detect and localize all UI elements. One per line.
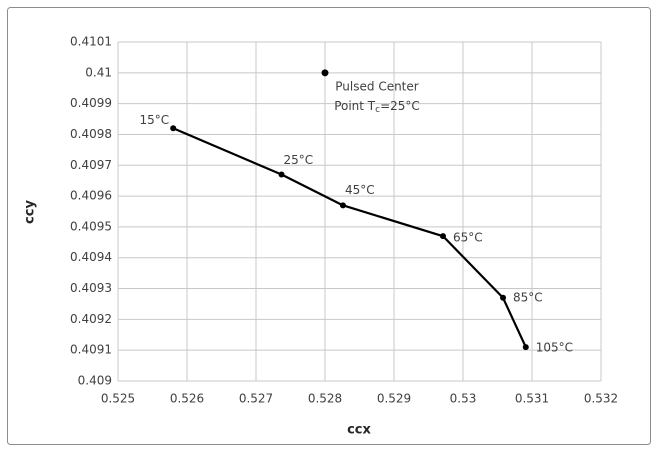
annotation-text: Point T bbox=[334, 98, 376, 112]
x-tick-label: 0.53 bbox=[450, 392, 477, 406]
y-tick-label: 0.4101 bbox=[70, 35, 112, 49]
x-axis-title: ccx bbox=[347, 423, 371, 438]
point-label: 65°C bbox=[453, 231, 483, 245]
annotation-text: =25°C bbox=[380, 98, 420, 112]
y-tick-label: 0.4093 bbox=[70, 281, 112, 295]
annotation-point bbox=[321, 69, 329, 77]
point-label: 45°C bbox=[345, 183, 375, 197]
point-label: 15°C bbox=[140, 113, 170, 127]
x-tick-label: 0.527 bbox=[239, 392, 273, 406]
point-label: 85°C bbox=[513, 290, 543, 304]
data-point bbox=[278, 171, 285, 178]
data-point bbox=[500, 294, 507, 301]
chart-frame bbox=[7, 7, 651, 445]
x-tick-label: 0.531 bbox=[515, 392, 549, 406]
y-tick-label: 0.4094 bbox=[70, 250, 112, 264]
y-tick-label: 0.409 bbox=[78, 374, 112, 388]
series-line bbox=[172, 127, 527, 348]
y-tick-label: 0.4097 bbox=[70, 158, 112, 172]
x-tick-label: 0.525 bbox=[101, 392, 135, 406]
annotation-text: Point Tc=25°C bbox=[334, 98, 420, 114]
y-tick-label: 0.41 bbox=[85, 65, 112, 79]
annotation-subscript: c bbox=[375, 104, 380, 114]
y-tick-label: 0.4095 bbox=[70, 219, 112, 233]
data-point bbox=[522, 344, 529, 351]
y-tick-label: 0.4092 bbox=[70, 312, 112, 326]
x-tick-label: 0.532 bbox=[584, 392, 618, 406]
data-point bbox=[439, 233, 446, 240]
y-tick-label: 0.4091 bbox=[70, 343, 112, 357]
y-tick-label: 0.4096 bbox=[70, 189, 112, 203]
point-label: 25°C bbox=[284, 153, 314, 167]
x-tick-label: 0.528 bbox=[308, 392, 342, 406]
y-tick-label: 0.4098 bbox=[70, 127, 112, 141]
annotation-text: Pulsed Center bbox=[335, 79, 418, 93]
data-point bbox=[170, 125, 177, 132]
y-tick-label: 0.4099 bbox=[70, 96, 112, 110]
x-tick-label: 0.529 bbox=[377, 392, 411, 406]
data-point bbox=[339, 202, 346, 209]
x-tick-label: 0.526 bbox=[170, 392, 204, 406]
point-label: 105°C bbox=[536, 341, 573, 355]
y-axis-title: ccy bbox=[23, 200, 38, 224]
